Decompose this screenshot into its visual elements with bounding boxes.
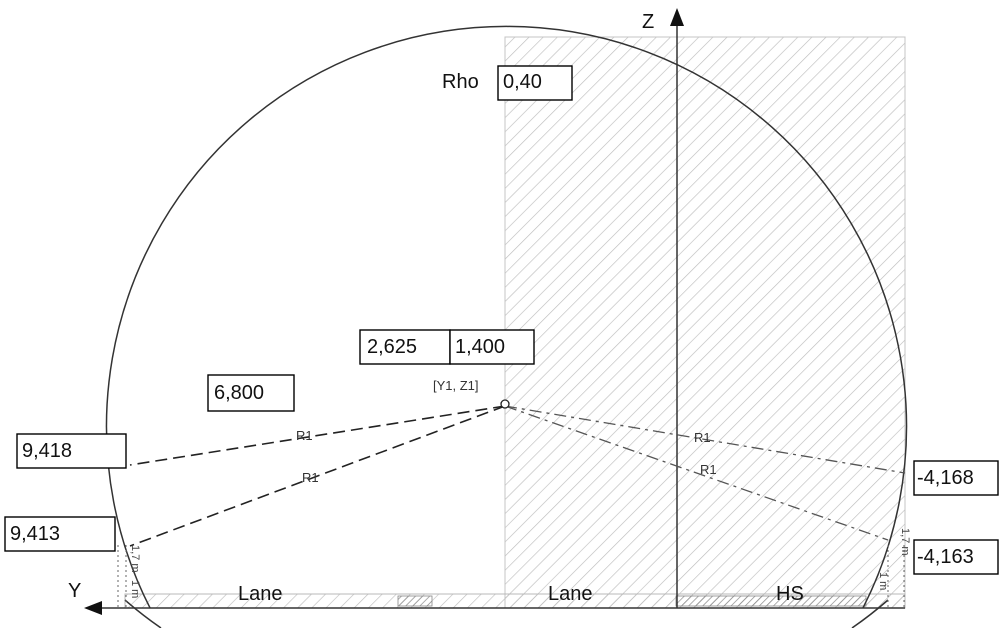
right-upper-point-box[interactable] — [913, 460, 999, 496]
tunnel-profile-arc — [105, 25, 908, 608]
radius-label-right-upper: R1 — [694, 430, 711, 445]
rho-value: 0,40 — [503, 71, 542, 93]
radius-line-right-upper — [504, 405, 906, 474]
left-upper-point-box[interactable] — [16, 433, 127, 469]
radius-label-left-lower: R1 — [302, 470, 319, 485]
radius-line-left-upper — [129, 405, 506, 466]
z-axis-arrowhead — [670, 8, 684, 26]
center-point-label: [Y1, Z1] — [433, 378, 479, 393]
right-lower-point-box[interactable] — [913, 539, 999, 575]
left-width-label: 1 m — [129, 580, 141, 598]
left-height-label: 1,7 m — [129, 545, 141, 573]
center-z1-value: 1,400 — [455, 336, 505, 358]
radius-value-box[interactable] — [207, 374, 295, 412]
left-lower-point-box[interactable] — [4, 516, 116, 552]
y-axis-arrowhead — [84, 601, 102, 615]
center-y1-value: 2,625 — [367, 336, 417, 358]
left-lower-point-value: 9,413 — [10, 523, 60, 545]
center-y1-box[interactable] — [359, 329, 451, 365]
radius-label-left-upper: R1 — [296, 428, 313, 443]
right-lower-point-value: -4,163 — [917, 546, 974, 568]
y-axis-label: Y — [68, 580, 81, 602]
right-upper-point-value: -4,168 — [917, 467, 974, 489]
right-width-label: 1 m — [877, 572, 889, 590]
right-height-label: 1,7 m — [899, 528, 911, 556]
lane-label-left: Lane — [238, 583, 283, 605]
radius-label-right-lower: R1 — [700, 462, 717, 477]
center-point-marker — [500, 399, 510, 409]
rho-label: Rho — [442, 71, 479, 93]
lane-label-hs: HS — [776, 583, 804, 605]
hard-shoulder-marking — [675, 595, 867, 607]
lane-label-middle: Lane — [548, 583, 593, 605]
radius-line-left-lower — [129, 405, 506, 547]
radius-line-right-lower — [504, 405, 889, 541]
lane-marking-left — [397, 595, 433, 607]
rho-value-box[interactable] — [497, 65, 573, 101]
center-z1-box[interactable] — [449, 329, 535, 365]
left-upper-point-value: 9,418 — [22, 440, 72, 462]
z-axis-label: Z — [642, 11, 654, 33]
radius-value: 6,800 — [214, 382, 264, 404]
clearance-hatched-region — [504, 36, 906, 609]
